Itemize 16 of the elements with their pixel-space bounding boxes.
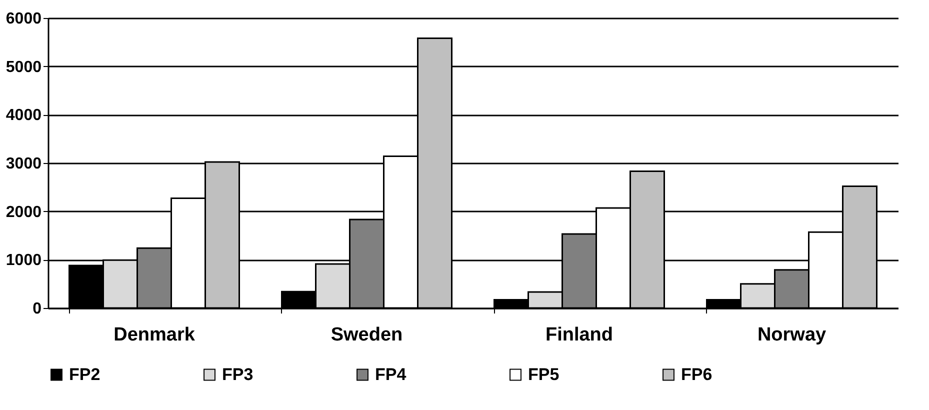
y-tick-label: 3000 (6, 156, 42, 172)
y-tick-label: 1000 (6, 252, 42, 270)
y-tick-label: 6000 (6, 10, 42, 28)
x-tick-label: Norway (757, 324, 826, 346)
legend-label: FP4 (375, 364, 407, 384)
y-tick-label: 5000 (6, 58, 42, 76)
legend-label: FP5 (528, 364, 560, 384)
x-tick-label: Finland (545, 324, 614, 346)
y-tick-label: 0 (32, 300, 42, 318)
y-tick-label: 4000 (6, 107, 42, 124)
y-tick-label: 2000 (6, 204, 42, 221)
x-tick-label: Sweden (330, 324, 403, 346)
legend-label: FP3 (222, 364, 254, 384)
legend-label: FP6 (681, 364, 712, 384)
legend-label: FP2 (69, 364, 100, 384)
x-tick-label: Denmark (114, 324, 196, 346)
